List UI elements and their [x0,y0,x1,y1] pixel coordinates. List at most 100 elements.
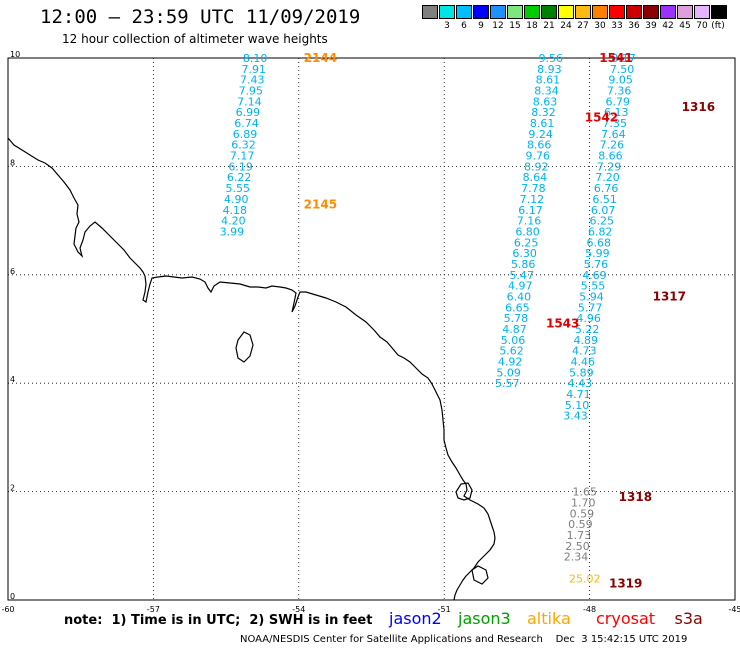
wave-height-value: 6.22 [227,171,252,184]
wave-height-value: 5.55 [581,280,606,293]
note-text: note: 1) Time is in UTC; 2) SWH is in fe… [64,613,373,628]
legend-swatch [422,5,438,19]
x-tick-label: -45 [728,605,740,614]
wave-height-value: 4.89 [573,334,598,347]
wave-height-value: 4.97 [508,280,533,293]
wave-height-value: 5.47 [509,269,534,282]
coastline [7,137,496,601]
satellite-name: jason2 [389,609,442,628]
wave-height-value: 5.57 [495,377,520,390]
wave-height-value: 7.78 [521,182,546,195]
wave-height-value: 5.99 [585,247,610,260]
y-tick-label: 4 [10,375,15,384]
x-tick-label: -51 [438,605,451,614]
map-subtitle: 12 hour collection of altimeter wave hei… [62,32,328,46]
wave-height-value: 5.06 [501,334,526,347]
footer-credit: NOAA/NESDIS Center for Satellite Applica… [240,634,688,645]
legend-label: 42 [662,21,674,31]
pass-time-label: 2144 [304,51,337,65]
legend-swatch [456,5,472,19]
legend-label: 3 [444,21,450,31]
x-tick-label: -57 [147,605,160,614]
wave-height-value: 9.24 [528,128,553,141]
legend-label: 45 [679,21,691,31]
wave-height-value: 7.35 [603,117,628,130]
wave-height-value: 5.86 [511,258,536,271]
wave-height-value: 6.99 [236,106,261,119]
wave-height-value: 2.50 [565,540,590,553]
wave-height-value: 1.70 [571,496,596,509]
wave-height-value: 0.59 [570,507,595,520]
wave-height-value: 5.94 [579,290,604,303]
legend-label: 24 [560,21,572,31]
wave-height-value: 4.71 [566,388,591,401]
wave-height-value: 6.74 [234,117,259,130]
wave-height-value: 6.51 [592,193,617,206]
y-tick-label: 10 [10,50,20,59]
pass-time-label: 1318 [619,490,652,504]
legend-label: 30 [594,21,606,31]
x-tick-label: -54 [292,605,305,614]
legend-swatch [473,5,489,19]
legend-swatch [507,5,523,19]
wave-height-value: 4.43 [568,377,593,390]
y-tick-label: 6 [10,267,15,276]
wave-height-value: 6.17 [518,204,543,217]
y-tick-label: 0 [10,592,15,601]
legend-swatch [541,5,557,19]
satellite-name: altika [527,609,571,628]
wave-height-value: 6.32 [231,139,256,152]
wave-height-value: 4.90 [224,193,249,206]
wave-height-value: 6.07 [591,204,616,217]
wave-height-value: 7.14 [237,95,262,108]
legend-swatch [626,5,642,19]
map-frame [7,57,736,601]
wave-height-value: 8.92 [524,160,549,173]
wave-height-value: 1.65 [573,486,598,499]
wave-height-value: 4.92 [498,356,523,369]
wave-height-value: 8.17 [611,52,636,65]
legend-swatch [558,5,574,19]
wave-height-value: 7.26 [600,139,625,152]
legend-label: 9 [478,21,484,31]
wave-height-value: 7.91 [241,63,266,76]
legend-swatch [609,5,625,19]
wave-height-value: 8.10 [243,52,268,65]
wave-height-value: 4.96 [576,312,601,325]
wave-height-value: 6.65 [505,301,530,314]
legend-label: 33 [611,21,623,31]
y-tick-label: 8 [10,158,15,167]
legend-label: 70 [696,21,708,31]
legend-swatch [592,5,608,19]
wave-height-value: 6.40 [507,290,532,303]
wave-height-value: 7.50 [610,63,635,76]
altimeter-tracks: 8.107.917.437.957.146.996.746.896.327.17… [220,52,636,585]
wave-height-value: 6.13 [604,106,629,119]
wave-height-value: 6.82 [588,225,613,238]
y-tick-label: 2 [10,484,15,493]
satellite-name: s3a [674,609,703,628]
wave-height-value: 8.66 [527,139,552,152]
wave-height-value: 9.76 [525,150,550,163]
wave-height-value: 8.61 [536,74,561,87]
wave-height-value: 5.76 [584,258,609,271]
wave-height-value: 7.29 [597,160,622,173]
wave-height-value: 5.10 [565,399,590,412]
legend-swatch [490,5,506,19]
wave-height-value: 9.56 [539,52,564,65]
pass-time-label: 1316 [682,100,715,114]
island-marajo [455,482,473,501]
wave-height-value: 8.34 [534,85,559,98]
legend-swatch [439,5,455,19]
legend-label: 36 [628,21,640,31]
wave-height-value: 3.43 [563,410,588,423]
wave-height-value: 3.99 [220,225,245,238]
island-small [471,565,489,585]
wave-height-value: 1.73 [567,529,592,542]
legend-swatch [694,5,710,19]
satellite-name: cryosat [596,609,656,628]
legend-swatch [660,5,676,19]
legend-swatch [524,5,540,19]
axis-ticks: -60 -57 -54 -51 -48 -45 0 2 4 6 8 10 [1,50,740,614]
wave-height-value: 6.79 [605,95,630,108]
